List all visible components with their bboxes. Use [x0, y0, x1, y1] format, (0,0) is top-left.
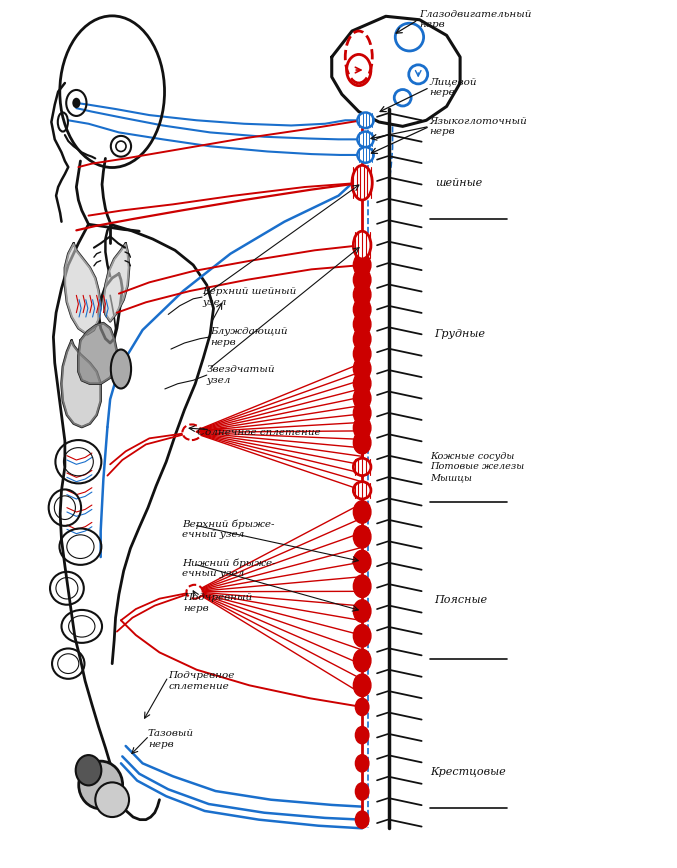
Ellipse shape [79, 761, 123, 809]
Circle shape [353, 299, 371, 320]
Text: Лицевой
нерв: Лицевой нерв [430, 77, 477, 97]
Circle shape [353, 625, 371, 647]
Circle shape [353, 372, 371, 395]
Circle shape [353, 600, 371, 622]
Ellipse shape [357, 148, 374, 163]
Text: Подчревный
нерв: Подчревный нерв [183, 594, 253, 613]
Text: Тазовый
нерв: Тазовый нерв [148, 729, 194, 749]
Text: Верхний брыже-
ечный узел: Верхний брыже- ечный узел [181, 519, 274, 539]
Text: Глазодвигательный
нерв: Глазодвигательный нерв [420, 10, 532, 30]
Text: Солнечное сплетение: Солнечное сплетение [196, 428, 320, 437]
Circle shape [353, 268, 371, 291]
Text: Грудные: Грудные [434, 329, 485, 339]
Text: Подчревное
сплетение: Подчревное сплетение [169, 671, 235, 691]
Ellipse shape [186, 585, 202, 599]
Circle shape [353, 343, 371, 365]
Ellipse shape [357, 132, 374, 148]
Circle shape [353, 358, 371, 380]
Text: Верхний шейный
узел: Верхний шейный узел [202, 287, 297, 306]
Circle shape [355, 783, 369, 800]
Ellipse shape [353, 458, 371, 476]
Ellipse shape [95, 782, 129, 817]
Ellipse shape [182, 424, 201, 440]
Ellipse shape [352, 165, 372, 200]
Ellipse shape [76, 755, 102, 786]
Ellipse shape [357, 113, 374, 128]
Circle shape [353, 501, 371, 523]
Circle shape [72, 98, 81, 108]
Circle shape [353, 649, 371, 672]
Ellipse shape [111, 350, 131, 389]
Circle shape [355, 727, 369, 744]
Circle shape [353, 253, 371, 276]
Circle shape [353, 431, 371, 454]
Text: Крестцовые: Крестцовые [430, 767, 506, 777]
Polygon shape [65, 243, 101, 334]
Circle shape [353, 550, 371, 573]
Polygon shape [104, 243, 129, 321]
Circle shape [355, 754, 369, 772]
Circle shape [353, 313, 371, 336]
Circle shape [353, 402, 371, 424]
Circle shape [353, 417, 371, 439]
Text: Нижний брыже-
ечный узел: Нижний брыже- ечный узел [181, 558, 276, 578]
Circle shape [353, 387, 371, 410]
Circle shape [353, 283, 371, 306]
Circle shape [355, 699, 369, 715]
Circle shape [353, 674, 371, 697]
Circle shape [355, 811, 369, 828]
Text: шейные: шейные [435, 178, 482, 187]
Circle shape [353, 525, 371, 548]
Circle shape [353, 575, 371, 597]
Text: Звездчатый
узел: Звездчатый узел [206, 365, 276, 385]
Text: Поясные: Поясные [434, 595, 487, 605]
Text: Кожные сосуды
Потовые железы
Мышцы: Кожные сосуды Потовые железы Мышцы [430, 452, 524, 482]
Circle shape [353, 328, 371, 351]
Text: Блуждающий
нерв: Блуждающий нерв [210, 327, 288, 346]
Ellipse shape [353, 482, 371, 499]
Polygon shape [79, 323, 117, 384]
Text: Языкоглоточный
нерв: Языкоглоточный нерв [430, 116, 527, 136]
Polygon shape [62, 340, 101, 427]
Ellipse shape [353, 231, 371, 259]
